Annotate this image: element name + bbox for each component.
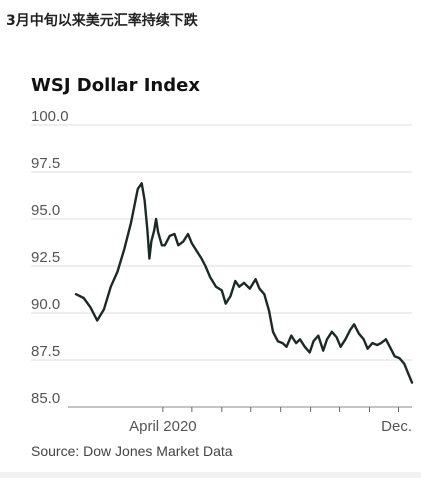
y-tick-label: 95.0 <box>31 202 60 219</box>
chart-title: WSJ Dollar Index <box>31 75 200 96</box>
y-tick-label: 100.0 <box>31 108 69 125</box>
y-tick-label: 85.0 <box>31 390 60 407</box>
chart-source: Source: Dow Jones Market Data <box>31 443 233 459</box>
bottom-divider <box>0 472 421 478</box>
y-tick-label: 92.5 <box>31 249 60 266</box>
x-axis: April 2020 Dec. <box>68 406 412 435</box>
y-tick-label: 90.0 <box>31 296 60 313</box>
y-tick-label: 97.5 <box>31 155 60 172</box>
y-tick-label: 87.5 <box>31 343 60 360</box>
series-line <box>74 182 414 384</box>
y-axis-labels: 100.0 97.5 95.0 92.5 90.0 87.5 85.0 <box>31 108 69 407</box>
article-headline: 3月中旬以来美元汇率持续下跌 <box>6 13 198 29</box>
x-tick-label: Dec. <box>381 418 412 435</box>
line-chart: 100.0 97.5 95.0 92.5 90.0 87.5 85.0 April 2020… <box>31 108 414 435</box>
series-layer <box>74 182 414 384</box>
x-tick-label: April 2020 <box>129 418 197 435</box>
